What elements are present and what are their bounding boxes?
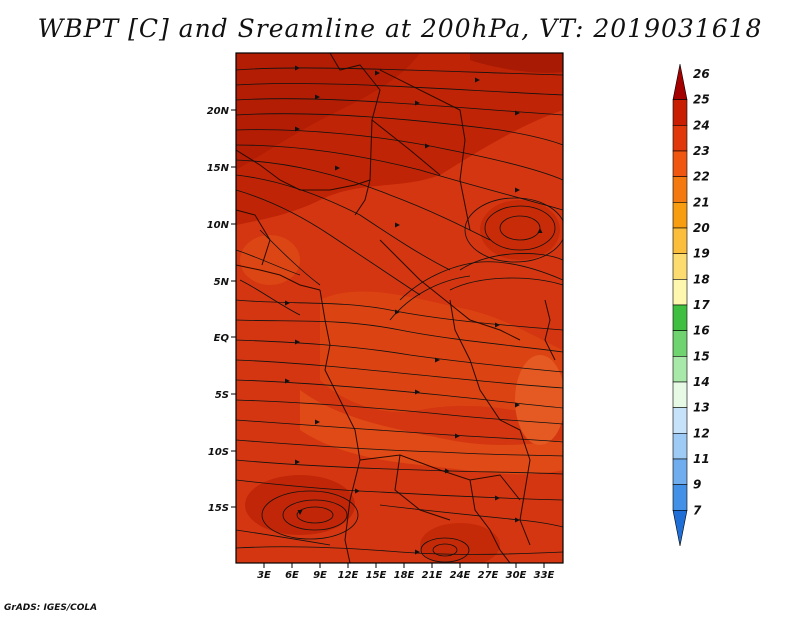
colorbar-swatch [672, 433, 688, 460]
lon-label: 6E [285, 570, 299, 581]
lon-label: 18E [394, 570, 415, 581]
colorbar-label: 16 [693, 324, 710, 338]
colorbar-swatch [672, 458, 688, 485]
lat-label: 10S [208, 447, 229, 458]
colorbar-label: 14 [693, 375, 710, 389]
lon-label: 30E [506, 570, 527, 581]
colorbar-label: 15 [693, 349, 710, 363]
colorbar-swatch [672, 63, 688, 100]
colorbar-swatch [672, 407, 688, 434]
lat-label: 15N [207, 163, 230, 174]
lat-label: 20N [207, 106, 230, 117]
grads-credit: GrADS: IGES/COLA [4, 603, 98, 613]
colorbar-label: 17 [693, 298, 710, 312]
lat-label: EQ [214, 333, 230, 344]
colorbar-label: 9 [693, 478, 701, 492]
colorbar-label: 23 [693, 144, 710, 158]
colorbar-label: 19 [693, 247, 710, 261]
colorbar-swatch [672, 356, 688, 383]
colorbar-swatch [672, 381, 688, 408]
map-frame [235, 52, 564, 564]
colorbar-swatch [672, 125, 688, 152]
lon-label: 12E [338, 570, 359, 581]
colorbar-label: 11 [693, 452, 710, 466]
lat-label: 5S [215, 390, 229, 401]
lat-axis: 20N 15N 10N 5N EQ 5S 10S 15S [207, 106, 236, 514]
colorbar-swatch [672, 510, 688, 547]
lon-axis: 3E 6E 9E 12E 15E 18E 21E 24E 27E 30E 33E [257, 563, 555, 581]
lon-label: 9E [313, 570, 327, 581]
colorbar-label: 12 [693, 426, 710, 440]
map-title: WBPT [C] and Sreamline at 200hPa, VT: 20… [37, 14, 763, 43]
wbpt-field [236, 53, 563, 563]
colorbar-swatch [672, 330, 688, 357]
colorbar-swatch [672, 150, 688, 177]
streamline-arrows [285, 65, 543, 555]
colorbar-swatch [672, 304, 688, 331]
colorbar-swatch [672, 176, 688, 203]
lat-label: 15S [208, 503, 229, 514]
colorbar-label: 25 [693, 93, 710, 107]
colorbar-label: 13 [693, 401, 710, 415]
colorbar-swatch [672, 99, 688, 126]
lon-label: 27E [478, 570, 499, 581]
colorbar-label: 24 [693, 118, 710, 132]
colorbar-label: 21 [693, 195, 710, 209]
lat-label: 5N [214, 277, 230, 288]
lon-label: 3E [257, 570, 271, 581]
colorbar-swatch [672, 227, 688, 254]
colorbar-swatch [672, 279, 688, 306]
lon-label: 15E [366, 570, 387, 581]
lat-label: 10N [207, 220, 230, 231]
lon-label: 33E [534, 570, 555, 581]
colorbar-swatch [672, 202, 688, 229]
colorbar-label: 22 [693, 170, 710, 184]
colorbar: 26 25 24 23 22 21 20 19 18 17 16 15 14 13 12 11 9 7 [672, 63, 710, 547]
lon-label: 21E [422, 570, 443, 581]
colorbar-label: 26 [693, 67, 710, 81]
colorbar-label: 18 [693, 272, 710, 286]
lon-label: 24E [450, 570, 471, 581]
colorbar-swatch [672, 484, 688, 511]
colorbar-label: 7 [693, 503, 702, 517]
colorbar-label: 20 [693, 221, 710, 235]
colorbar-swatch [672, 253, 688, 280]
